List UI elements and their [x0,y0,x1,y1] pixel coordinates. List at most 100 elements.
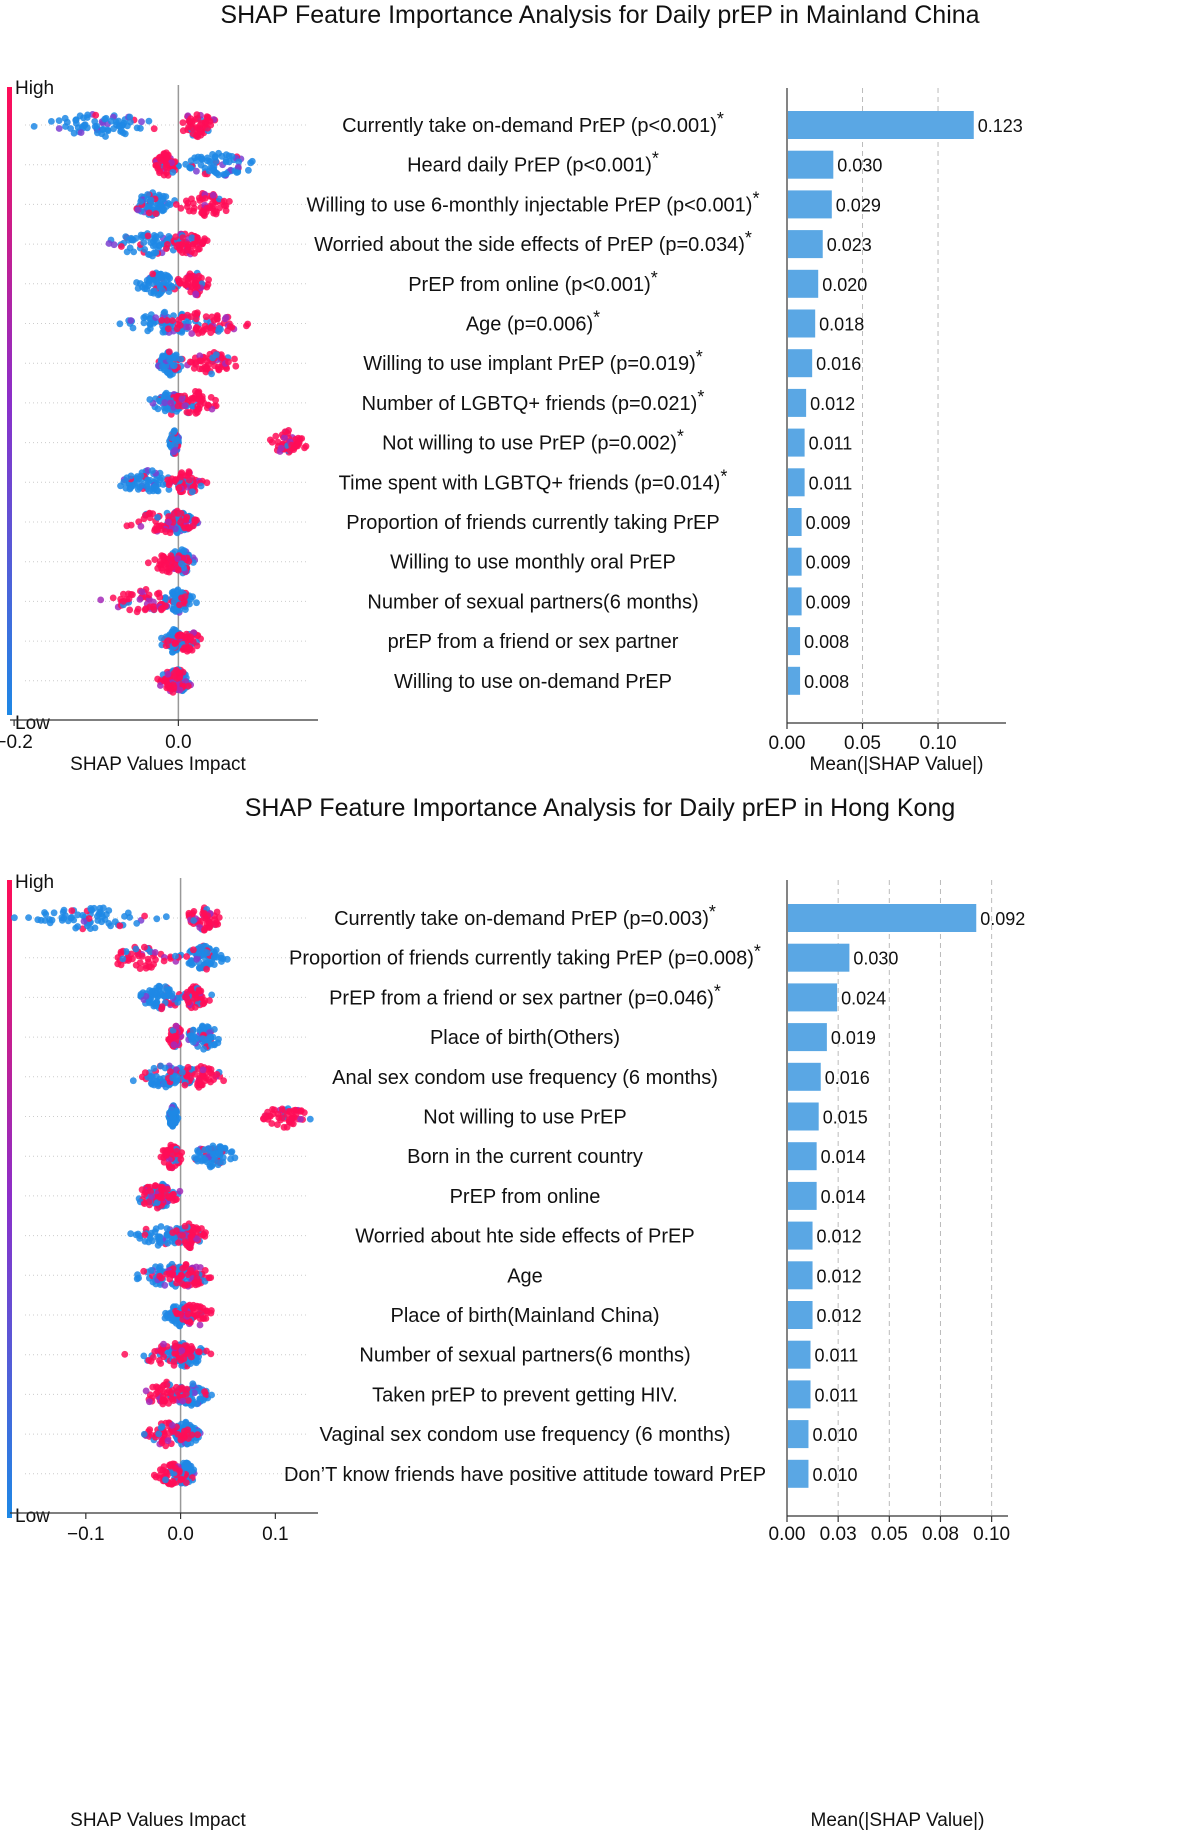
shap-point [181,1305,189,1312]
shap-point [183,1242,191,1249]
shap-point [175,316,183,324]
bar-value-label: 0.016 [816,354,861,374]
bar [788,230,823,259]
feature-row: Currently take on-demand PrEP (p<0.001)*… [25,109,1023,141]
shap-point [182,606,189,613]
bar-value-label: 0.020 [822,275,867,295]
shap-point [201,195,209,202]
feature-row: Taken prEP to prevent getting HIV. 0.011 [25,1378,859,1409]
shap-point [169,168,177,176]
significance-star: * [593,308,600,328]
shap-point [140,1352,148,1360]
shap-point [171,442,179,449]
shap-point [159,206,166,214]
shap-point [231,355,238,363]
shap-point [168,1164,176,1172]
shap-point [187,273,195,281]
shap-point [189,483,197,491]
shap-point [173,1077,180,1085]
shap-point [187,313,195,321]
feature-label: Currently take on-demand PrEP (p=0.003)* [334,902,716,930]
shap-point [163,1225,171,1232]
shap-point [155,1238,163,1246]
shap-point [147,315,154,322]
shap-point [187,986,195,993]
shap-point [158,1423,166,1430]
bar-value-label: 0.014 [821,1187,866,1207]
shap-point [172,1464,179,1472]
shap-point [167,399,175,407]
bar-value-label: 0.009 [806,513,851,533]
shap-point [194,405,202,413]
shap-point [136,1235,144,1242]
shap-point [120,119,128,127]
shap-point [199,239,207,246]
significance-star: * [677,427,684,447]
significance-star: * [709,902,716,922]
shap-point [117,482,124,490]
feature-label: Not willing to use PrEP (p=0.002)* [382,427,684,455]
shap-point [166,1429,174,1437]
shap-point [204,401,212,409]
feature-row: PrEP from online (p<0.001)* 0.020 [25,268,867,299]
shap-point [181,402,189,409]
bar [788,983,838,1012]
shap-point [174,402,182,410]
feature-label: Anal sex condom use frequency (6 months) [332,1067,718,1089]
bar-value-label: 0.011 [815,1385,859,1405]
shap-point [277,444,285,452]
shap-point [144,559,152,567]
shap-point [184,203,191,211]
shap-point [159,353,167,361]
feature-row: Willing to use on-demand PrEP 0.008 [25,666,849,696]
significance-star: * [717,109,724,129]
shap-point [55,117,63,124]
shap-point [248,157,256,165]
colorbar [7,87,12,715]
shap-point [181,1081,189,1089]
shap-point [97,596,105,604]
feature-row: Willing to use 6-monthly injectable PrEP… [25,188,881,220]
shap-point [118,243,125,250]
shap-point [151,1348,159,1355]
shap-point [196,1395,204,1403]
shap-point [172,1022,180,1030]
bar [788,1420,809,1449]
feature-name: Worried about the side effects of PrEP (… [314,234,745,256]
shap-point [192,1358,200,1365]
shap-point [146,1183,154,1191]
shap-point [196,1078,204,1086]
shap-point [149,238,157,245]
shap-point [168,1395,176,1403]
shap-point [171,446,179,454]
feature-label: Number of sexual partners(6 months) [367,591,698,613]
shap-point [211,916,219,924]
feature-label: Vaginal sex condom use frequency (6 mont… [320,1424,731,1446]
feature-row: Age (p=0.006)* 0.018 [25,308,864,338]
shap-point [193,1226,201,1233]
bar-value-label: 0.010 [812,1425,857,1445]
shap-point [204,281,212,288]
shap-point [163,169,170,177]
shap-point [179,240,186,248]
feature-name: Willing to use implant PrEP (p=0.019) [363,353,696,375]
feature-row: Worried about the side effects of PrEP (… [25,228,872,260]
shap-point [50,909,58,917]
shap-point [162,163,170,171]
shap-point [228,1148,236,1155]
shap-point [182,516,190,523]
feature-label: Willing to use implant PrEP (p=0.019)* [363,347,703,375]
shap-point [190,917,198,924]
shap-point [142,962,150,969]
shap-point [142,605,150,613]
shap-point [209,1144,217,1152]
shap-point [179,1069,186,1076]
shap-point [183,1385,191,1393]
shap-point [212,396,220,404]
shap-point [180,1355,188,1363]
shap-point [133,920,141,927]
feature-row: Currently take on-demand PrEP (p=0.003)*… [11,902,1025,934]
shap-point [144,191,152,198]
shap-point [162,560,170,567]
feature-label: PrEP from online (p<0.001)* [408,268,658,296]
